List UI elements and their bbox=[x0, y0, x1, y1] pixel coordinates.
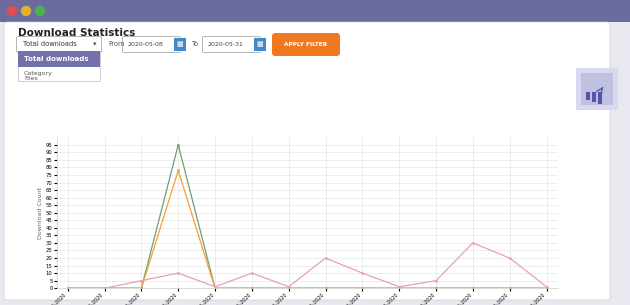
FancyBboxPatch shape bbox=[202, 37, 260, 52]
FancyBboxPatch shape bbox=[576, 68, 618, 110]
Text: ▦: ▦ bbox=[176, 41, 183, 47]
FancyBboxPatch shape bbox=[18, 51, 100, 67]
FancyBboxPatch shape bbox=[174, 38, 186, 51]
FancyBboxPatch shape bbox=[586, 92, 590, 100]
Text: From: From bbox=[108, 41, 125, 47]
Text: APPLY FILTER: APPLY FILTER bbox=[284, 41, 328, 46]
FancyBboxPatch shape bbox=[4, 22, 610, 300]
Text: Total downloads: Total downloads bbox=[23, 41, 77, 47]
Circle shape bbox=[8, 6, 16, 16]
Circle shape bbox=[21, 6, 30, 16]
Circle shape bbox=[35, 6, 45, 16]
FancyBboxPatch shape bbox=[592, 92, 596, 102]
FancyBboxPatch shape bbox=[16, 37, 101, 52]
Text: Total downloads: Total downloads bbox=[24, 56, 89, 62]
Text: 2020-05-08: 2020-05-08 bbox=[128, 41, 164, 46]
Text: ▦: ▦ bbox=[256, 41, 263, 47]
FancyBboxPatch shape bbox=[254, 38, 266, 51]
FancyBboxPatch shape bbox=[122, 37, 181, 52]
Text: Category: Category bbox=[24, 70, 53, 76]
FancyBboxPatch shape bbox=[0, 0, 630, 22]
Text: Download Statistics: Download Statistics bbox=[18, 28, 135, 38]
Text: ▾: ▾ bbox=[93, 41, 96, 47]
Y-axis label: Download Count: Download Count bbox=[38, 187, 43, 239]
FancyBboxPatch shape bbox=[581, 73, 613, 105]
Text: Files: Files bbox=[24, 77, 38, 81]
FancyBboxPatch shape bbox=[598, 92, 602, 104]
FancyBboxPatch shape bbox=[18, 51, 100, 81]
Text: 2020-05-31: 2020-05-31 bbox=[208, 41, 244, 46]
FancyBboxPatch shape bbox=[272, 33, 340, 56]
Text: To: To bbox=[192, 41, 199, 47]
